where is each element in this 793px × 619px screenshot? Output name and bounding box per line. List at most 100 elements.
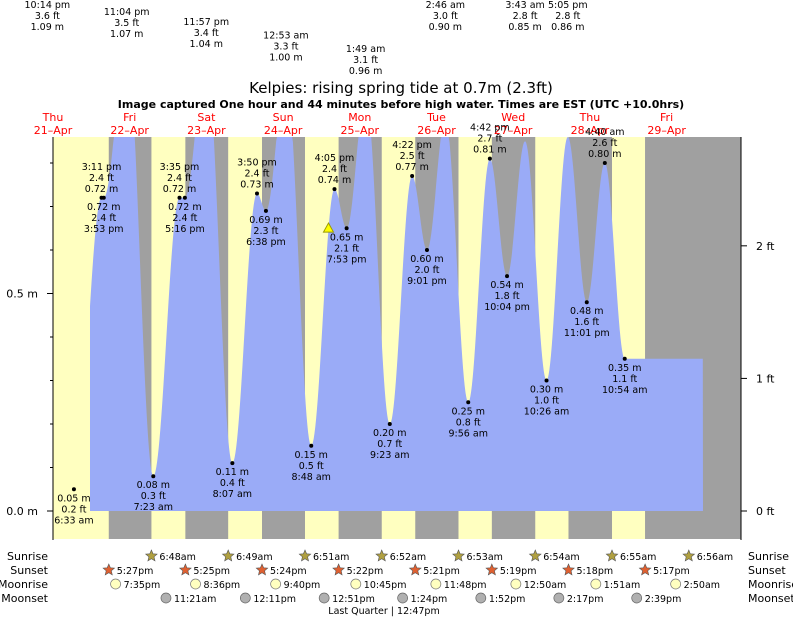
high-m: 0.72 m (163, 184, 196, 195)
high-m: 0.77 m (395, 162, 428, 173)
tide-point (410, 174, 415, 179)
moonset-icon (631, 592, 643, 604)
moonrise-time: 10:45pm (364, 580, 407, 591)
low-ft: 0.3 ft (141, 491, 166, 502)
high-time: 4:05 pm (315, 153, 355, 164)
high-time: 5:05 pm (548, 0, 588, 11)
tide-point (309, 443, 314, 448)
moonset-label: Moonset (1, 592, 48, 605)
sunset-icon (485, 563, 499, 576)
sunset-icon (408, 563, 422, 576)
high-m: 0.72 m (85, 184, 118, 195)
low-ft: 0.2 ft (61, 504, 86, 515)
high-time: 11:04 pm (104, 7, 150, 18)
low-time: 10:54 am (602, 385, 647, 396)
sunset-icon (562, 563, 575, 576)
tide-curve (90, 137, 703, 511)
sunset-icon (178, 563, 192, 576)
low-time: 8:48 am (292, 472, 331, 483)
tide-labels: 10:14 pm3.6 ft1.09 m 0.05 m0.2 ft6:33 am 3… (24, 0, 647, 526)
sunset-time: 5:21pm (423, 566, 460, 577)
day-name: Sat (197, 111, 216, 124)
tide-point (466, 400, 471, 405)
low-time: 11:01 pm (564, 328, 610, 339)
high-m: 0.90 m (429, 22, 462, 33)
moonset-time: 1:52pm (489, 594, 526, 605)
moonrise-time: 9:40pm (284, 580, 321, 591)
moonrise-icon (430, 578, 442, 590)
sunrise-time: 6:51am (313, 552, 349, 563)
sunrise-label: Sunrise (7, 550, 48, 563)
high-ft: 3.3 ft (273, 42, 298, 53)
high-time: 12:53 am (263, 31, 308, 42)
sunset-icon (255, 563, 269, 576)
high-time: 11:57 pm (183, 17, 229, 28)
sunset-icon (102, 563, 116, 576)
sunrise-time: 6:52am (390, 552, 426, 563)
low-ft: 1.8 ft (495, 291, 520, 302)
day-date: 24–Apr (264, 124, 303, 137)
moonrise-time: 1:51am (604, 580, 640, 591)
high-ft: 3.6 ft (35, 11, 60, 22)
chart-subtitle: Image captured One hour and 44 minutes b… (118, 98, 684, 111)
sunrise-time: 6:53am (466, 552, 502, 563)
low-m: 0.72 m (168, 202, 201, 213)
low-m: 0.05 m (57, 493, 90, 504)
low-m: 0.25 m (452, 406, 485, 417)
sunrise-icon (682, 549, 696, 562)
tide-point (622, 356, 627, 361)
moonset-time: 12:51pm (332, 594, 375, 605)
sunrise-icon (144, 549, 158, 562)
sunrise-icon (375, 549, 389, 562)
moonrise-icon (510, 578, 522, 590)
low-m: 0.11 m (216, 467, 249, 478)
high-ft: 2.4 ft (322, 164, 347, 175)
high-time: 3:35 pm (160, 162, 200, 173)
moonrise-label: Moonrise (748, 578, 793, 591)
low-time: 10:26 am (524, 407, 569, 418)
right-tick-label: 1 ft (756, 372, 775, 385)
sunset-time: 5:19pm (500, 566, 537, 577)
high-ft: 3.1 ft (353, 55, 378, 66)
sunrise-icon (221, 549, 235, 562)
high-m: 0.86 m (551, 22, 584, 33)
high-ft: 2.7 ft (477, 134, 502, 145)
tide-point (387, 422, 392, 426)
moonset-icon (553, 592, 565, 604)
low-m: 0.08 m (137, 480, 170, 491)
high-m: 0.81 m (473, 145, 506, 156)
sunrise-icon (298, 549, 312, 562)
high-ft: 3.4 ft (194, 28, 219, 39)
day-name: Tue (426, 111, 446, 124)
low-m: 0.20 m (373, 428, 406, 439)
moonrise-label: Moonrise (0, 578, 48, 591)
day-date: 22–Apr (110, 124, 149, 137)
high-time: 4:22 pm (392, 140, 432, 151)
tide-point (344, 226, 349, 231)
tide-point (71, 487, 76, 492)
high-ft: 2.4 ft (244, 168, 269, 179)
low-ft: 0.7 ft (377, 439, 402, 450)
tide-point (602, 161, 607, 165)
low-ft: 2.0 ft (414, 265, 439, 276)
day-name: Thu (42, 111, 64, 124)
high-m: 1.04 m (190, 39, 223, 50)
high-ft: 3.0 ft (433, 11, 458, 22)
low-m: 0.15 m (295, 450, 328, 461)
low-time: 7:53 pm (327, 254, 367, 265)
left-tick-label: 0.5 m (6, 288, 38, 301)
low-time: 9:01 pm (407, 276, 447, 287)
high-ft: 2.6 ft (592, 138, 617, 149)
sunset-icon (332, 563, 346, 576)
tide-point (177, 195, 182, 200)
sunrise-icon (452, 549, 465, 562)
low-time: 3:53 pm (84, 224, 124, 235)
low-time: 8:07 am (213, 489, 252, 500)
high-m: 0.85 m (508, 22, 541, 33)
moonset-time: 2:39pm (645, 594, 682, 605)
sunset-label: Sunset (748, 564, 786, 577)
moonrise-icon (190, 578, 201, 590)
low-m: 0.72 m (87, 202, 120, 213)
tide-point (584, 300, 589, 305)
moonrise-time: 12:50am (524, 580, 566, 591)
